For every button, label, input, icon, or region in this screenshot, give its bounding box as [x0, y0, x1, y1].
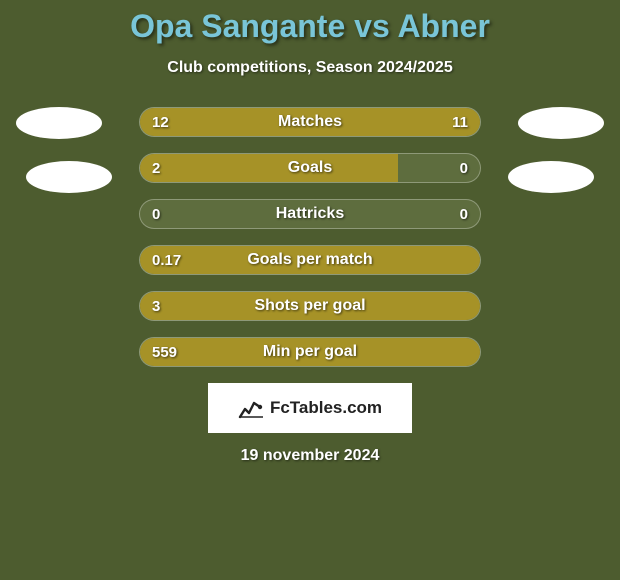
comparison-card: Opa Sangante vs Abner Club competitions,… [0, 0, 620, 580]
date: 19 november 2024 [0, 447, 620, 465]
stat-row: 559Min per goal [139, 337, 481, 367]
stat-row: 3Shots per goal [139, 291, 481, 321]
page-title: Opa Sangante vs Abner [0, 0, 620, 45]
subtitle: Club competitions, Season 2024/2025 [0, 59, 620, 77]
stats-area: 12Matches112Goals00Hattricks00.17Goals p… [0, 107, 620, 367]
stat-label: Shots per goal [140, 292, 480, 320]
team-badge-left-1 [16, 107, 102, 139]
fctables-icon [238, 397, 264, 419]
team-badge-right-2 [508, 161, 594, 193]
logo-text: FcTables.com [270, 398, 382, 418]
stat-label: Matches [140, 108, 480, 136]
stat-row: 0Hattricks0 [139, 199, 481, 229]
team-badge-left-2 [26, 161, 112, 193]
stat-value-right: 11 [452, 108, 468, 136]
stat-label: Hattricks [140, 200, 480, 228]
stat-value-right: 0 [460, 154, 468, 182]
logo-box: FcTables.com [208, 383, 412, 433]
stat-row: 2Goals0 [139, 153, 481, 183]
stat-bars: 12Matches112Goals00Hattricks00.17Goals p… [139, 107, 481, 367]
stat-label: Goals [140, 154, 480, 182]
stat-label: Min per goal [140, 338, 480, 366]
stat-row: 12Matches11 [139, 107, 481, 137]
team-badge-right-1 [518, 107, 604, 139]
stat-row: 0.17Goals per match [139, 245, 481, 275]
stat-label: Goals per match [140, 246, 480, 274]
stat-value-right: 0 [460, 200, 468, 228]
